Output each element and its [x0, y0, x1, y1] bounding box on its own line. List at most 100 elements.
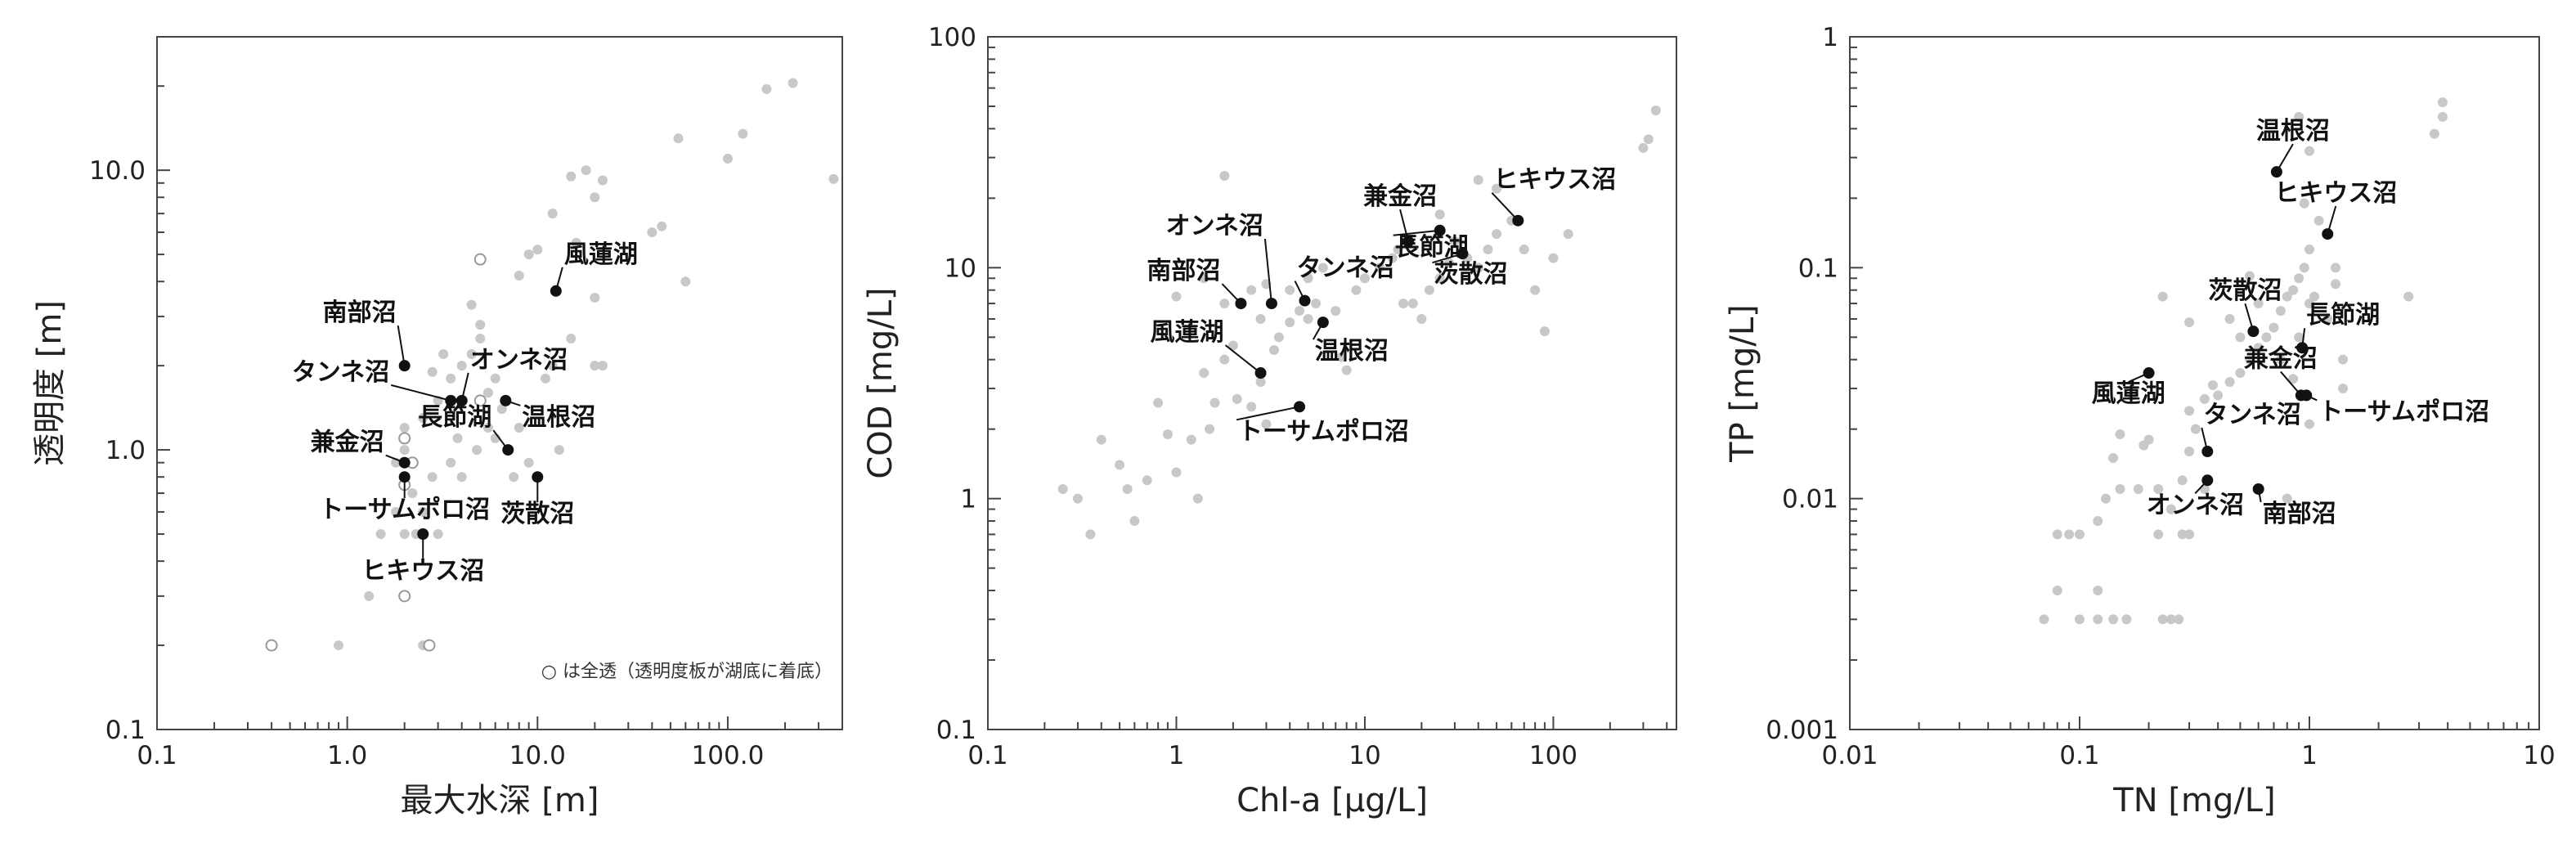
chart0-plot-frame — [156, 36, 843, 730]
chart1-point — [1205, 424, 1215, 434]
chart2-point — [2190, 424, 2201, 434]
chart0-lake-label: 南部沼 — [323, 299, 397, 327]
chart2-point — [2299, 198, 2309, 209]
chart1-x-axis-label: Chl-a [μg/L] — [1236, 782, 1428, 819]
chart0-highlight-point — [532, 471, 544, 483]
chart2-point — [2261, 332, 2272, 343]
chart0-highlight-point — [398, 360, 411, 372]
chart0-point — [475, 320, 486, 330]
chart2-point — [2338, 383, 2349, 393]
chart2-point — [2294, 332, 2304, 343]
chart1-lake-label: 南部沼 — [1147, 257, 1220, 285]
chart2-point — [2224, 377, 2235, 388]
chart1-point — [1341, 365, 1352, 375]
chart2-point — [2207, 379, 2218, 390]
chart2-point — [2165, 614, 2176, 625]
chart2-point — [2338, 354, 2349, 365]
chart0-point — [399, 529, 410, 540]
chart2-point — [2093, 586, 2103, 596]
chart0-point — [496, 404, 507, 415]
chart2-plot-frame — [1849, 36, 2540, 730]
chart1-point — [1424, 285, 1434, 295]
chart1-point — [1171, 291, 1182, 302]
chart1-x-tick-label: 0.1 — [967, 741, 1008, 770]
chart0-y-axis-label: 透明度 [m] — [31, 300, 69, 466]
chart0-point — [566, 334, 577, 344]
chart1-point — [1303, 313, 1313, 324]
chart1-leader-line — [1236, 406, 1300, 421]
chart0-x-tick-label: 0.1 — [137, 741, 177, 770]
chart1-point — [1162, 429, 1173, 439]
chart1-point — [1246, 285, 1257, 295]
chart0-point — [490, 373, 500, 384]
chart0-point — [452, 433, 463, 443]
chart2-point — [2294, 111, 2304, 122]
chart0-leader-line — [390, 384, 451, 402]
chart1-highlight-point — [1294, 401, 1306, 413]
chart2-point — [2108, 614, 2119, 625]
chart2-point — [2213, 390, 2224, 401]
chart2-point — [2282, 493, 2292, 504]
chart1-leader-line — [1224, 344, 1262, 374]
chart0-point — [375, 529, 386, 540]
chart2-point — [2199, 393, 2210, 404]
chart1-point — [1255, 377, 1266, 388]
chart1-highlight-point — [1402, 236, 1415, 248]
chart1-point — [1492, 229, 1502, 240]
panel-chla-vs-cod: 0.1 1 10 100 0.1 1 10 100 Chl-a [μg/L] COD [mg/L]… — [862, 23, 1677, 819]
chart2-lake-label: 兼金沼 — [2244, 344, 2318, 373]
chart2-lake-label: 温根沼 — [2256, 117, 2330, 146]
panel-depth-vs-transparency: 0.1 1.0 10.0 100.0 0.1 1.0 10.0 最大水深 [m] 透明度 [m]… — [31, 36, 843, 819]
chart2-highlight-point — [2143, 367, 2155, 379]
chart1-point — [1548, 253, 1559, 263]
chart2-highlight-point — [2247, 325, 2260, 338]
chart1-point — [1638, 142, 1649, 153]
chart2-point — [2115, 429, 2125, 439]
chart1-point — [1311, 299, 1322, 309]
chart0-point — [466, 299, 477, 310]
chart2-y-tick-label: 0.001 — [1766, 716, 1838, 745]
chart2-point — [2253, 343, 2264, 353]
chart2-point — [2304, 146, 2314, 156]
chart1-x-tick-label: 100 — [1529, 741, 1577, 770]
chart0-point — [738, 128, 748, 139]
chart0-lake-label: 長節湖 — [418, 403, 491, 432]
chart0-point — [680, 276, 691, 287]
chart2-point — [2275, 354, 2286, 365]
chart1-point — [1096, 434, 1106, 445]
chart0-point — [364, 590, 375, 601]
chart2-point — [2322, 313, 2333, 324]
chart0-point — [554, 445, 564, 456]
chart2-point — [2184, 317, 2195, 328]
chart2-point — [2101, 493, 2112, 504]
chart0-point — [482, 388, 493, 398]
chart0-point — [418, 506, 429, 517]
chart1-highlight-point — [1299, 294, 1311, 307]
chart2-point — [2165, 504, 2176, 514]
chart2-point — [2153, 483, 2164, 494]
chart1-y-tick-label: 100 — [928, 23, 976, 52]
chart1-highlight-point — [1434, 224, 1446, 236]
chart2-y-tick-label: 0.01 — [1782, 485, 1838, 514]
chart1-point — [1232, 393, 1242, 404]
chart2-point — [2235, 332, 2246, 343]
chart1-point — [1449, 236, 1460, 247]
chart2-point — [2313, 215, 2324, 226]
chart1-highlight-point — [1512, 214, 1524, 227]
chart0-point — [418, 413, 429, 424]
chart1-highlight-point — [1265, 298, 1277, 310]
chart1-y-axis-label: COD [mg/L] — [862, 287, 900, 478]
chart2-point — [2121, 614, 2132, 625]
chart2-point — [2331, 263, 2341, 273]
chart1-lake-label: オンネ沼 — [1166, 212, 1263, 240]
chart2-point — [2288, 285, 2299, 295]
chart1-point — [1186, 434, 1196, 445]
chart1-lake-label: トーサムポロ沼 — [1238, 417, 1409, 446]
chart0-point — [333, 640, 343, 651]
chart2-y-tick-label: 1 — [1822, 23, 1838, 52]
chart0-x-tick-label: 1.0 — [327, 741, 367, 770]
chart1-highlight-point — [1317, 317, 1329, 329]
chart1-point — [1331, 306, 1341, 317]
chart0-highlight-point — [502, 444, 514, 456]
